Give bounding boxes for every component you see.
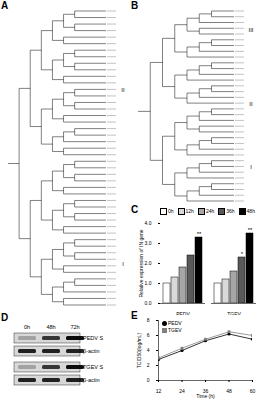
html-text:D: D — [1, 312, 9, 323]
html-text:36h: 36h — [226, 208, 235, 214]
html-text:PEDV: PEDV — [168, 320, 182, 326]
html-text:B: B — [131, 0, 139, 11]
svg-text:Time (h): Time (h) — [196, 393, 215, 399]
svg-text:4: 4 — [147, 347, 150, 353]
svg-text:I: I — [122, 261, 124, 267]
html-text:A: A — [1, 0, 9, 11]
svg-text:24: 24 — [179, 388, 185, 394]
html-text:48h: 48h — [246, 208, 255, 214]
svg-text:TGEV S: TGEV S — [83, 364, 104, 370]
svg-text:60: 60 — [250, 388, 256, 394]
svg-text:Relative expression of IN gene: Relative expression of IN gene — [138, 229, 144, 297]
svg-text:6: 6 — [147, 332, 150, 338]
svg-text:β-actin: β-actin — [83, 377, 100, 383]
svg-text:72h: 72h — [70, 324, 79, 330]
svg-text:0h: 0h — [24, 324, 30, 330]
svg-text:2.0: 2.0 — [145, 260, 152, 266]
svg-text:**: ** — [248, 227, 253, 233]
svg-text:3.0: 3.0 — [145, 240, 152, 246]
svg-text:36: 36 — [202, 388, 209, 394]
svg-text:12: 12 — [156, 388, 162, 394]
svg-text:0.0: 0.0 — [145, 300, 152, 306]
svg-text:2: 2 — [147, 362, 150, 368]
svg-text:48h: 48h — [46, 324, 55, 330]
svg-text:PEDV S: PEDV S — [83, 335, 104, 341]
svg-text:PEDV: PEDV — [176, 311, 190, 315]
html-text:0h: 0h — [168, 208, 174, 214]
svg-text:III: III — [248, 27, 253, 33]
html-text:C: C — [131, 204, 139, 215]
svg-text:β-actin: β-actin — [83, 348, 100, 354]
svg-text:TGEV: TGEV — [227, 311, 241, 315]
svg-text:II: II — [121, 87, 125, 93]
svg-text:8: 8 — [147, 317, 150, 323]
html-text:E: E — [131, 310, 138, 321]
svg-text:1.0: 1.0 — [145, 280, 152, 286]
svg-text:II: II — [249, 101, 253, 107]
svg-text:0: 0 — [147, 377, 150, 383]
svg-text:**: ** — [197, 231, 202, 237]
svg-text:4.0: 4.0 — [145, 220, 152, 226]
svg-text:I: I — [250, 164, 252, 170]
html-text:TGEV: TGEV — [168, 327, 182, 334]
svg-text:*: * — [241, 251, 244, 257]
svg-text:48: 48 — [226, 388, 232, 394]
html-text:24h: 24h — [205, 208, 215, 214]
html-text:12h: 12h — [185, 208, 194, 214]
svg-text:TCID50(log/mL): TCID50(log/mL) — [136, 332, 142, 368]
